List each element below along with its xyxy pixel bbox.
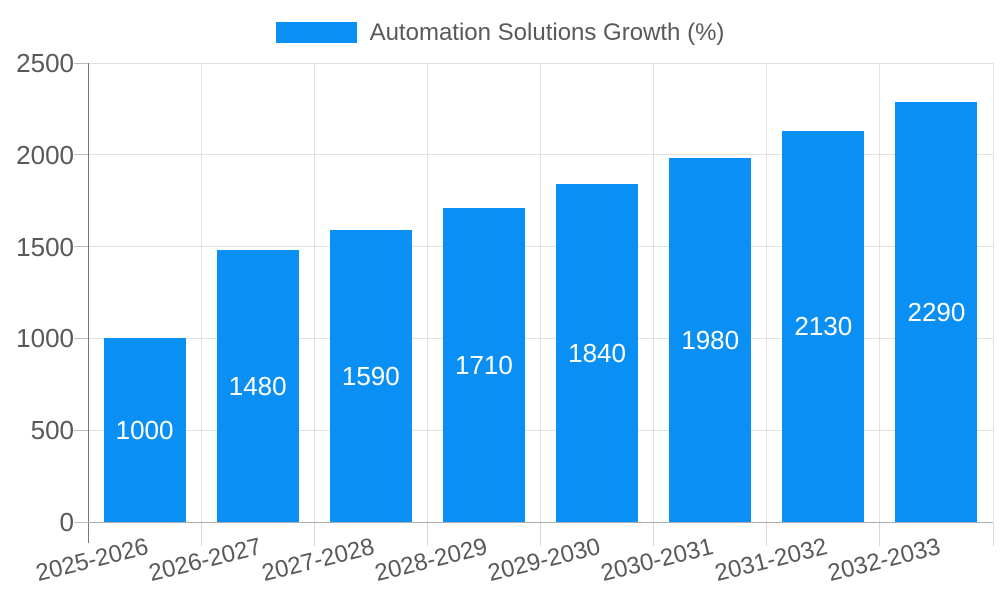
legend-swatch bbox=[275, 22, 357, 43]
y-tick-label: 0 bbox=[59, 507, 74, 537]
x-gridline bbox=[766, 63, 768, 522]
y-tick-label: 2000 bbox=[16, 139, 74, 170]
x-axis-tick bbox=[313, 523, 315, 546]
bar[interactable] bbox=[103, 338, 186, 522]
y-tick-label: 1500 bbox=[16, 231, 74, 262]
bar[interactable] bbox=[895, 101, 978, 522]
x-gridline bbox=[992, 63, 994, 522]
x-tick-label: 2032-2033 bbox=[824, 533, 943, 587]
bar[interactable] bbox=[442, 208, 525, 522]
y-axis-tick bbox=[74, 246, 88, 248]
x-axis-tick bbox=[766, 523, 768, 546]
x-gridline bbox=[200, 63, 202, 522]
y-axis-tick bbox=[74, 154, 88, 156]
bar-value-label: 1590 bbox=[341, 361, 400, 392]
x-axis-tick bbox=[426, 523, 428, 546]
x-gridline bbox=[313, 63, 315, 522]
bar-value-label: 2290 bbox=[907, 296, 966, 327]
y-tick-label: 2500 bbox=[16, 48, 74, 78]
bar[interactable] bbox=[216, 250, 299, 522]
bar-value-label: 1840 bbox=[568, 338, 626, 369]
x-gridline bbox=[653, 63, 655, 522]
x-tick-label: 2027-2028 bbox=[259, 533, 378, 587]
x-tick-label: 2028-2029 bbox=[372, 533, 491, 587]
bar-value-label: 2130 bbox=[794, 311, 853, 342]
x-axis-tick bbox=[200, 523, 202, 546]
y-axis-tick bbox=[74, 337, 88, 339]
bar[interactable] bbox=[556, 184, 639, 522]
bar-value-label: 1000 bbox=[115, 415, 174, 446]
x-axis-line bbox=[88, 521, 993, 523]
x-tick-label: 2025-2026 bbox=[32, 533, 151, 587]
bar-value-label: 1710 bbox=[455, 350, 513, 381]
x-axis-tick bbox=[992, 523, 994, 546]
y-axis-line bbox=[87, 63, 89, 522]
x-tick-label: 2029-2030 bbox=[485, 533, 604, 587]
x-gridline bbox=[540, 63, 541, 522]
bar-value-label: 1980 bbox=[681, 325, 740, 356]
x-gridline bbox=[879, 63, 881, 522]
y-tick-label: 500 bbox=[30, 415, 74, 446]
bar-value-label: 1480 bbox=[228, 371, 287, 402]
x-axis-tick bbox=[540, 523, 541, 546]
legend[interactable]: Automation Solutions Growth (%) bbox=[0, 19, 1000, 46]
bar[interactable] bbox=[329, 230, 412, 522]
x-axis-tick bbox=[87, 523, 89, 543]
legend-label: Automation Solutions Growth (%) bbox=[369, 19, 725, 46]
x-tick-label: 2031-2032 bbox=[711, 533, 830, 587]
y-axis-tick bbox=[74, 62, 88, 64]
y-tick-label: 1000 bbox=[16, 323, 74, 354]
bar[interactable] bbox=[669, 158, 752, 522]
x-gridline bbox=[426, 63, 428, 522]
x-tick-label: 2030-2031 bbox=[598, 533, 717, 587]
x-tick-label: 2026-2027 bbox=[146, 533, 264, 587]
y-axis-tick bbox=[74, 521, 88, 523]
x-axis-tick bbox=[653, 523, 655, 546]
x-axis-tick bbox=[879, 523, 881, 546]
bar[interactable] bbox=[782, 130, 865, 522]
y-axis-tick bbox=[74, 429, 88, 431]
